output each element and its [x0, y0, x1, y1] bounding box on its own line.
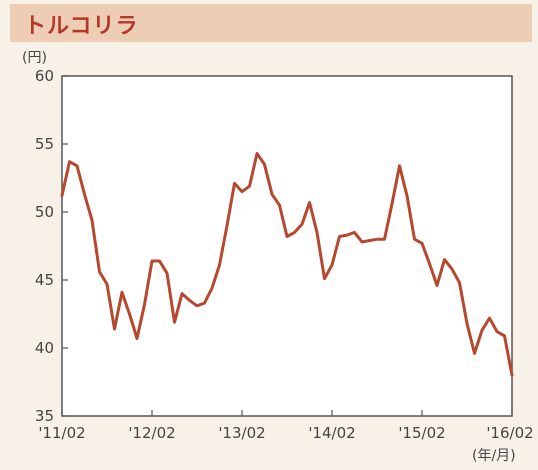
x-tick-label: '11/02	[38, 424, 85, 442]
y-tick-label: 40	[35, 339, 54, 357]
chart-title: トルコリラ	[24, 14, 139, 39]
x-tick-label: '16/02	[486, 424, 533, 442]
plot-area	[61, 75, 513, 417]
x-tick-label: '12/02	[128, 424, 175, 442]
series-line	[60, 152, 514, 377]
x-tick-label: '13/02	[218, 424, 265, 442]
y-tick-label: 35	[35, 407, 54, 425]
x-tick-label: '15/02	[398, 424, 445, 442]
x-tick-label: '14/02	[308, 424, 355, 442]
x-axis-unit: (年/月)	[472, 448, 516, 464]
chart-header: トルコリラ	[10, 4, 532, 42]
y-tick-label: 55	[35, 135, 54, 153]
y-tick-label: 45	[35, 271, 54, 289]
x-axis-ticks: '11/02 '12/02 '13/02 '14/02 '15/02 '16/02	[38, 410, 534, 442]
y-tick-label: 60	[35, 67, 54, 85]
y-axis-ticks: 35 40 45 50 55 60	[35, 67, 68, 425]
y-tick-label: 50	[35, 203, 54, 221]
y-axis-unit: (円)	[22, 50, 47, 66]
